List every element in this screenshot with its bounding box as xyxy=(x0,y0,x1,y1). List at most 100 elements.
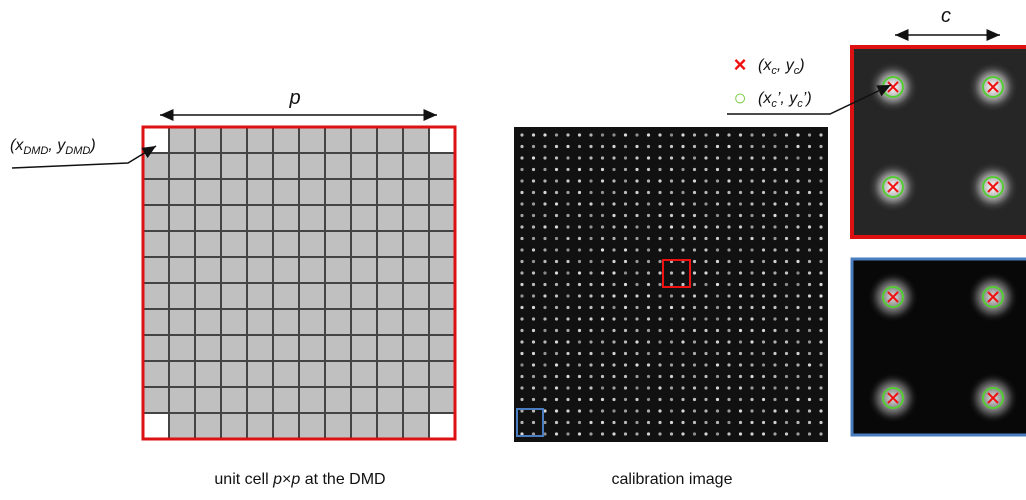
pixel xyxy=(273,387,299,413)
dot xyxy=(670,398,673,401)
pixel xyxy=(325,283,351,309)
dot xyxy=(773,260,776,263)
dot xyxy=(520,398,523,401)
dot xyxy=(612,283,615,286)
dot xyxy=(566,237,569,240)
dot xyxy=(819,237,822,240)
dot xyxy=(681,133,684,136)
pitch-label: p xyxy=(288,87,300,109)
dot xyxy=(670,145,673,148)
dot xyxy=(681,317,684,320)
dot xyxy=(727,375,730,378)
text: (x xyxy=(758,57,772,74)
dot xyxy=(785,340,788,343)
dot xyxy=(647,168,650,171)
dot xyxy=(658,271,661,274)
dot xyxy=(624,202,627,205)
dot xyxy=(716,179,719,182)
pixel xyxy=(273,231,299,257)
dot xyxy=(819,156,822,159)
dot xyxy=(808,214,811,217)
dot xyxy=(750,329,753,332)
dot xyxy=(658,294,661,297)
dot xyxy=(555,432,558,435)
dot xyxy=(601,386,604,389)
dot xyxy=(785,260,788,263)
dot xyxy=(808,398,811,401)
dot xyxy=(635,294,638,297)
dot xyxy=(601,317,604,320)
dot xyxy=(762,317,765,320)
legend-label: (xc’, yc’) xyxy=(758,90,812,110)
dot xyxy=(796,283,799,286)
dot xyxy=(635,260,638,263)
dot xyxy=(750,363,753,366)
dot xyxy=(543,191,546,194)
pixel xyxy=(403,309,429,335)
pixel xyxy=(403,413,429,439)
dot xyxy=(785,386,788,389)
dot xyxy=(819,340,822,343)
dot xyxy=(785,409,788,412)
dot xyxy=(555,202,558,205)
dot xyxy=(750,398,753,401)
dot xyxy=(532,237,535,240)
dot xyxy=(612,352,615,355)
pixel xyxy=(195,153,221,179)
dot xyxy=(670,225,673,228)
pixel xyxy=(273,205,299,231)
dot xyxy=(612,271,615,274)
dot xyxy=(716,294,719,297)
dot xyxy=(647,191,650,194)
dot xyxy=(693,133,696,136)
dot xyxy=(601,225,604,228)
dot xyxy=(635,306,638,309)
dot xyxy=(750,133,753,136)
pixel xyxy=(221,205,247,231)
dot xyxy=(566,317,569,320)
dot xyxy=(578,237,581,240)
dot xyxy=(624,214,627,217)
dot xyxy=(612,214,615,217)
dot xyxy=(566,145,569,148)
dot xyxy=(716,237,719,240)
dot xyxy=(635,398,638,401)
pixel xyxy=(195,179,221,205)
dot xyxy=(543,352,546,355)
dot xyxy=(658,248,661,251)
dot xyxy=(739,386,742,389)
dot xyxy=(543,214,546,217)
dot xyxy=(647,306,650,309)
dot xyxy=(520,260,523,263)
dot xyxy=(785,168,788,171)
dot xyxy=(704,202,707,205)
dot xyxy=(773,145,776,148)
dot xyxy=(647,260,650,263)
pixel xyxy=(429,387,455,413)
dot xyxy=(762,352,765,355)
dot xyxy=(566,133,569,136)
pixel xyxy=(143,127,169,153)
dot xyxy=(762,386,765,389)
dot xyxy=(762,398,765,401)
dot xyxy=(578,421,581,424)
dot xyxy=(819,352,822,355)
dot xyxy=(566,329,569,332)
dot xyxy=(693,398,696,401)
dot xyxy=(750,375,753,378)
pixel xyxy=(273,361,299,387)
dot xyxy=(555,283,558,286)
dot xyxy=(819,363,822,366)
dot xyxy=(670,214,673,217)
dot xyxy=(578,398,581,401)
pixel xyxy=(351,309,377,335)
pixel xyxy=(143,335,169,361)
dot xyxy=(704,363,707,366)
dot xyxy=(555,340,558,343)
dot xyxy=(716,271,719,274)
dot xyxy=(819,306,822,309)
figure: p (xDMD, yDMD) c × (xc, yc) ○ (xc’, yc’)… xyxy=(0,0,1026,495)
pixel xyxy=(351,231,377,257)
pixel xyxy=(247,335,273,361)
dot xyxy=(808,283,811,286)
